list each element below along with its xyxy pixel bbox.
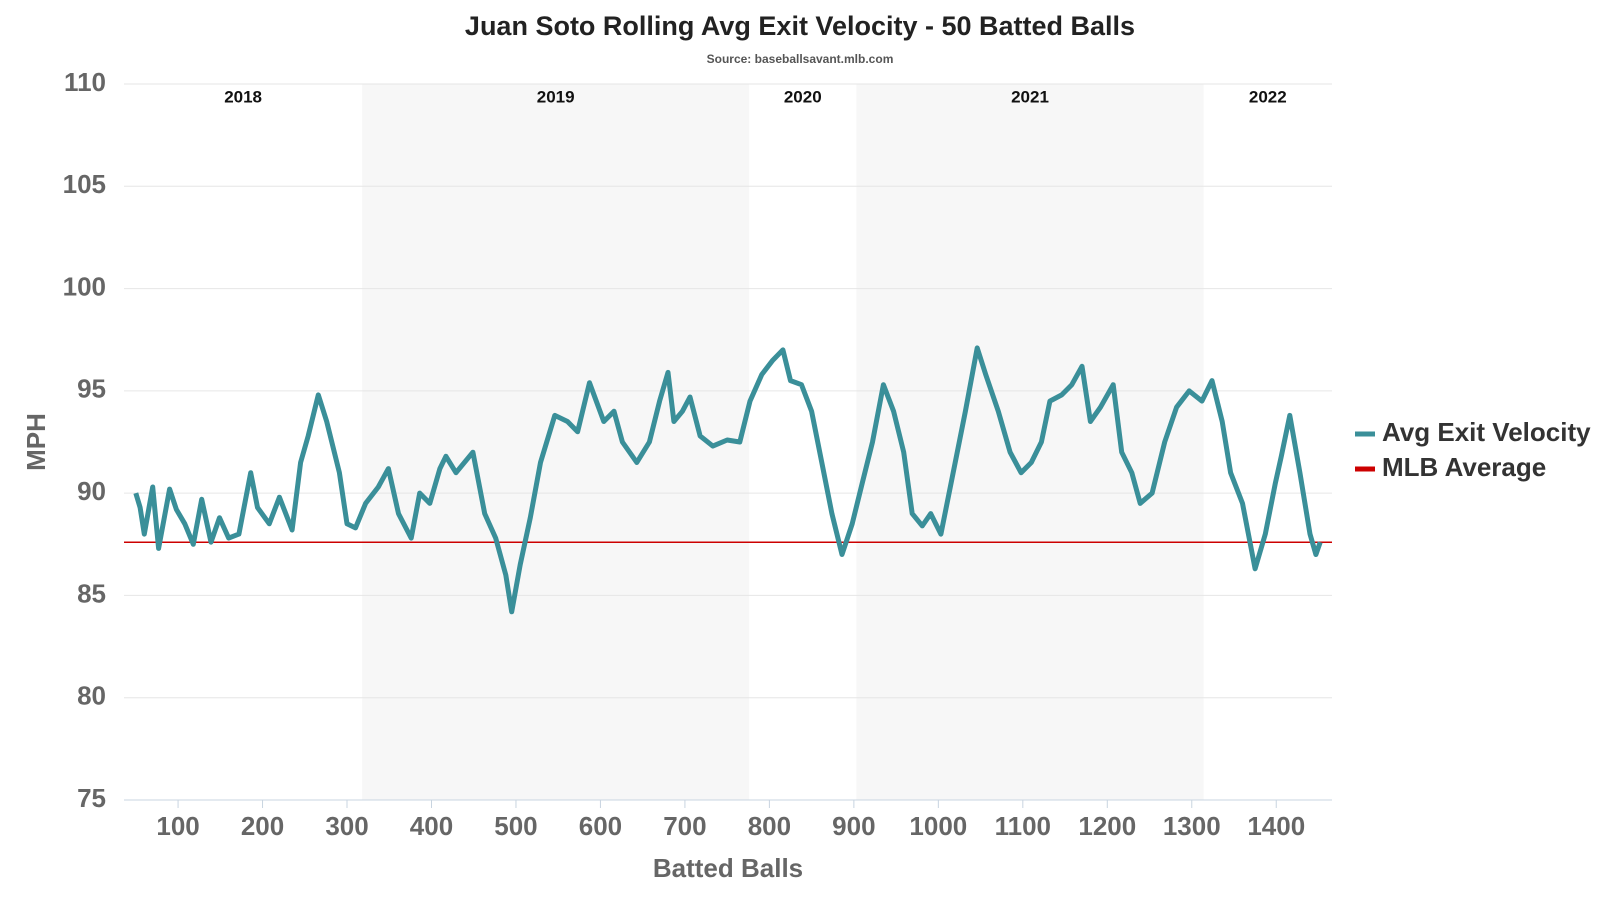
x-tick-label: 1300 — [1163, 811, 1221, 841]
x-tick-label: 1200 — [1078, 811, 1136, 841]
x-tick-label: 600 — [579, 811, 622, 841]
period-band — [362, 84, 750, 800]
chart-title: Juan Soto Rolling Avg Exit Velocity - 50… — [465, 11, 1135, 41]
y-tick-label: 110 — [64, 67, 106, 97]
period-label: 2020 — [784, 87, 822, 106]
y-tick-label: 105 — [63, 169, 106, 199]
x-tick-label: 500 — [494, 811, 537, 841]
x-tick-label: 1400 — [1247, 811, 1305, 841]
x-tick-label: 100 — [156, 811, 199, 841]
period-label: 2019 — [537, 87, 575, 106]
legend-label: Avg Exit Velocity — [1382, 417, 1591, 447]
x-tick-label: 800 — [748, 811, 791, 841]
data-line — [133, 345, 1323, 615]
legend-label: MLB Average — [1382, 452, 1546, 482]
x-tick-label: 300 — [325, 811, 368, 841]
x-tick-label: 200 — [241, 811, 284, 841]
x-tick-label: 400 — [410, 811, 453, 841]
x-axis-label: Batted Balls — [653, 853, 803, 883]
chart-subtitle: Source: baseballsavant.mlb.com — [707, 52, 894, 66]
y-tick-label: 90 — [77, 476, 106, 506]
y-tick-label: 100 — [63, 271, 106, 301]
period-label: 2021 — [1011, 87, 1049, 106]
period-label: 2022 — [1249, 87, 1287, 106]
y-tick-label: 75 — [77, 783, 106, 813]
y-axis-label: MPH — [21, 413, 51, 471]
x-tick-label: 900 — [832, 811, 875, 841]
x-tick-label: 700 — [663, 811, 706, 841]
y-tick-label: 80 — [77, 681, 106, 711]
x-tick-label: 1100 — [995, 811, 1051, 841]
y-tick-label: 85 — [77, 578, 106, 608]
period-band — [856, 84, 1204, 800]
y-tick-label: 95 — [77, 374, 106, 404]
period-label: 2018 — [224, 87, 262, 106]
x-tick-label: 1000 — [909, 811, 967, 841]
